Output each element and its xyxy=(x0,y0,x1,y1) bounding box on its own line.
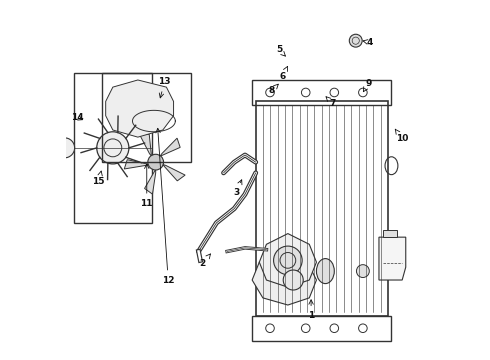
Text: 15: 15 xyxy=(92,171,105,186)
Circle shape xyxy=(349,34,362,47)
Polygon shape xyxy=(124,160,149,169)
Bar xyxy=(383,230,397,237)
Bar xyxy=(102,73,192,162)
Circle shape xyxy=(97,132,129,164)
Ellipse shape xyxy=(317,258,334,284)
Circle shape xyxy=(273,246,302,275)
Text: 11: 11 xyxy=(141,164,153,208)
Text: 10: 10 xyxy=(395,129,408,143)
Text: 12: 12 xyxy=(156,128,174,284)
Polygon shape xyxy=(106,80,173,137)
Circle shape xyxy=(54,138,74,158)
Text: 9: 9 xyxy=(364,79,371,92)
Polygon shape xyxy=(145,169,156,194)
Text: 1: 1 xyxy=(308,300,314,320)
Circle shape xyxy=(148,154,164,170)
Text: 7: 7 xyxy=(326,97,336,108)
Bar xyxy=(74,73,152,223)
Text: 6: 6 xyxy=(279,66,288,81)
Polygon shape xyxy=(379,237,406,280)
Polygon shape xyxy=(160,138,180,156)
Text: 8: 8 xyxy=(269,84,278,95)
Polygon shape xyxy=(252,251,317,305)
Text: 2: 2 xyxy=(199,254,211,269)
Text: 13: 13 xyxy=(158,77,171,98)
Polygon shape xyxy=(140,134,151,156)
Circle shape xyxy=(356,265,369,278)
Text: 3: 3 xyxy=(233,180,242,197)
Bar xyxy=(256,102,388,316)
Text: 5: 5 xyxy=(276,45,285,56)
Polygon shape xyxy=(259,234,317,287)
Bar xyxy=(252,316,392,341)
Text: 14: 14 xyxy=(71,113,83,122)
Text: 4: 4 xyxy=(363,38,373,47)
Bar xyxy=(252,80,392,105)
Circle shape xyxy=(283,270,303,290)
Polygon shape xyxy=(163,165,185,181)
